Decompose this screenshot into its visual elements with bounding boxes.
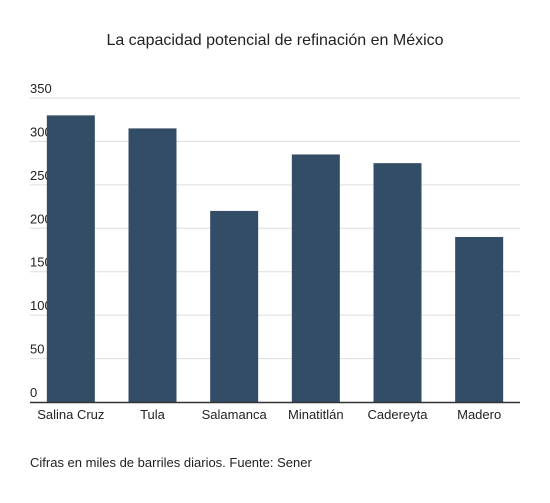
bar-tula (128, 128, 177, 402)
bars (46, 115, 504, 402)
bar-minatitlán (291, 154, 340, 402)
y-tick-label: 50 (30, 342, 44, 357)
bar-salina-cruz (46, 115, 95, 402)
bar-salamanca (210, 210, 259, 402)
y-tick-label: 250 (30, 168, 52, 183)
bar-cadereyta (373, 163, 422, 402)
y-tick-label: 150 (30, 255, 52, 270)
gridlines (30, 97, 520, 360)
y-tick-label: 100 (30, 298, 52, 313)
x-tick-label: Madero (457, 407, 501, 422)
y-tick-label: 200 (30, 211, 52, 226)
x-tick-label: Cadereyta (368, 407, 429, 422)
chart-footnote: Cifras en miles de barriles diarios. Fue… (30, 455, 312, 470)
y-axis-ticks: 0 50 100 150 200 250 300 350 (30, 81, 52, 400)
x-tick-label: Minatitlán (288, 407, 344, 422)
x-tick-label: Salamanca (202, 407, 268, 422)
chart-title: La capacidad potencial de refinación en … (106, 32, 444, 49)
y-tick-label: 0 (30, 385, 37, 400)
x-tick-label: Salina Cruz (37, 407, 104, 422)
x-axis-ticks: Salina Cruz Tula Salamanca Minatitlán Cadere… (37, 407, 501, 422)
bar-madero (455, 236, 504, 402)
y-tick-label: 300 (30, 124, 52, 139)
x-tick-label: Tula (140, 407, 166, 422)
y-tick-label: 350 (30, 81, 52, 96)
